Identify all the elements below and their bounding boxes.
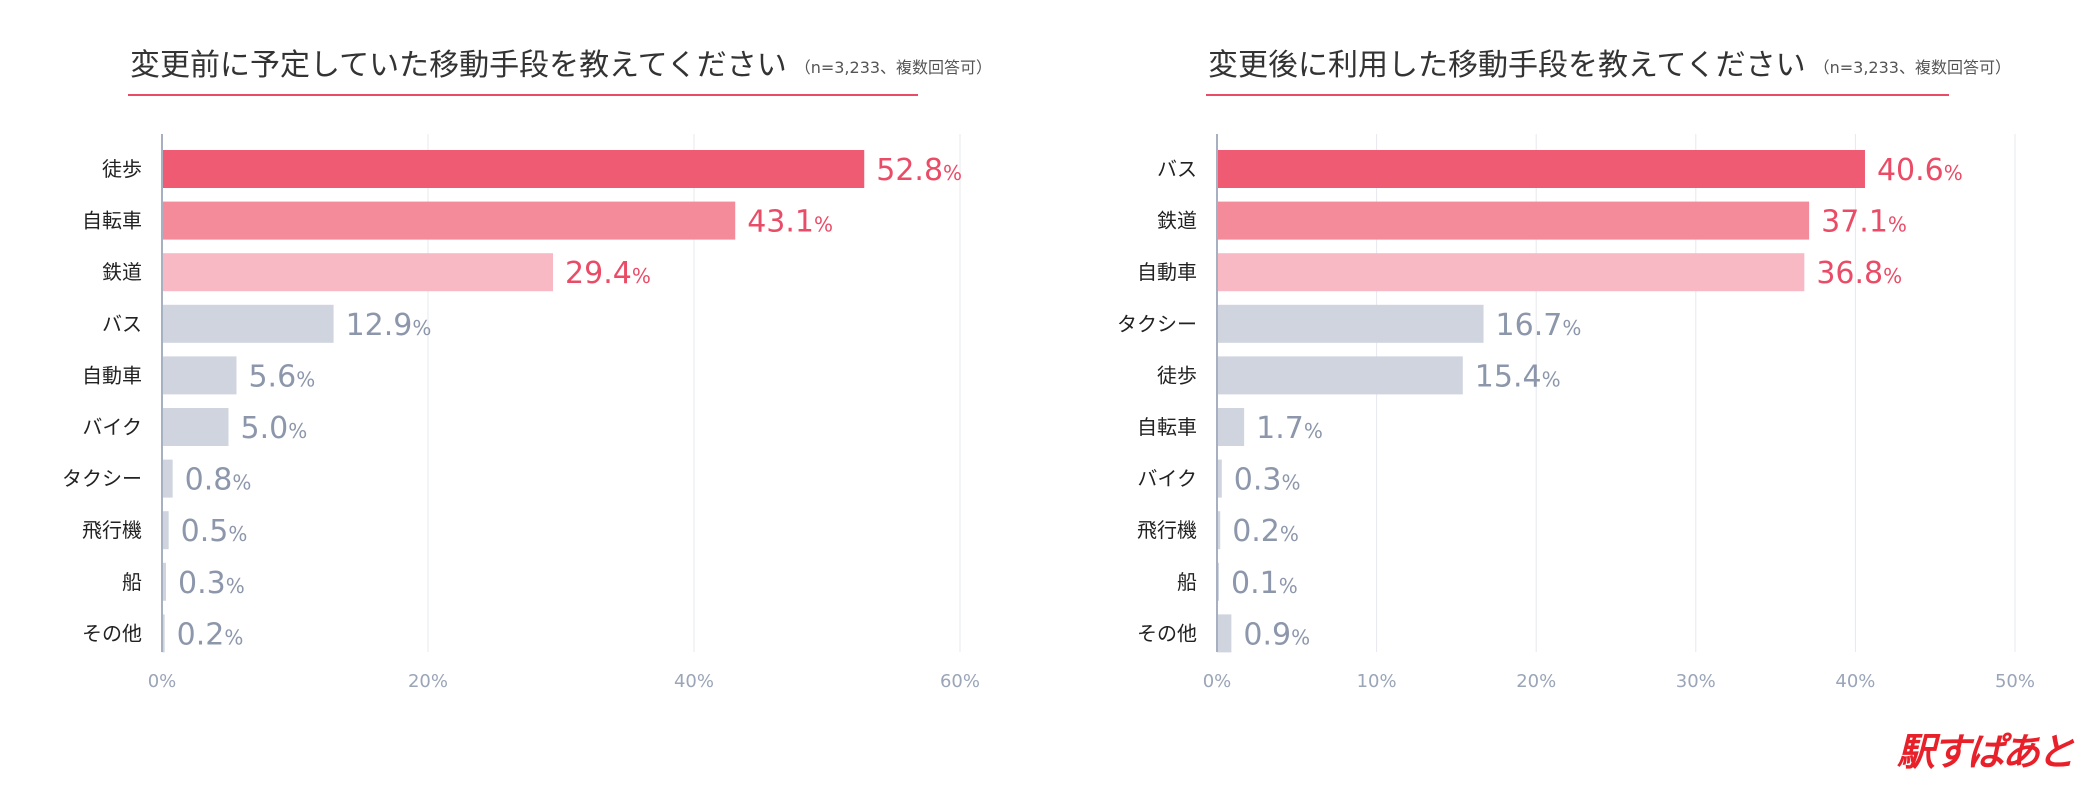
value-unit: %: [1888, 213, 1907, 237]
value-unit: %: [1282, 471, 1301, 495]
value-unit: %: [943, 161, 962, 185]
category-label: その他: [82, 621, 142, 645]
value-unit: %: [232, 471, 251, 495]
value-unit: %: [296, 367, 315, 391]
value-label: 16.7%: [1496, 308, 1582, 343]
value-label: 52.8%: [876, 153, 962, 188]
category-label: 船: [1177, 570, 1197, 594]
category-label: 自動車: [82, 363, 142, 387]
value-unit: %: [1304, 419, 1323, 443]
value-label: 40.6%: [1877, 153, 1963, 188]
bar: [1217, 459, 1222, 498]
value-label: 29.4%: [565, 256, 651, 291]
value-label: 43.1%: [747, 205, 833, 240]
value-label: 12.9%: [346, 308, 432, 343]
value-label: 5.0%: [241, 411, 308, 446]
category-label: タクシー: [1117, 312, 1197, 336]
value-label: 0.1%: [1231, 566, 1298, 601]
value-unit: %: [1280, 522, 1299, 546]
bar: [162, 201, 736, 240]
bar: [1217, 408, 1245, 446]
x-tick-label: 30%: [1676, 671, 1716, 692]
chart-panel-2: 変更後に利用した移動手段を教えてください （n=3,233、複数回答可） 0% 10%…: [1117, 48, 2035, 692]
bar: [1217, 356, 1463, 395]
x-tick-label: 50%: [1995, 671, 2035, 692]
category-label: 飛行機: [82, 518, 142, 542]
bar: [1217, 304, 1484, 343]
bar: [162, 253, 554, 292]
x-tick-label: 40%: [674, 671, 714, 692]
value-label: 0.5%: [181, 514, 248, 549]
value-unit: %: [814, 213, 833, 237]
category-label: 徒歩: [1157, 363, 1197, 387]
value-label: 0.3%: [1234, 463, 1301, 498]
value-unit: %: [632, 264, 651, 288]
chart-title: 変更後に利用した移動手段を教えてください: [1208, 48, 1806, 83]
value-unit: %: [1279, 574, 1298, 598]
x-tick-label: 60%: [940, 671, 980, 692]
value-label: 15.4%: [1475, 359, 1561, 394]
bar: [162, 408, 229, 446]
value-unit: %: [1883, 264, 1902, 288]
value-unit: %: [1562, 316, 1581, 340]
bar: [162, 614, 165, 653]
value-unit: %: [1542, 367, 1561, 391]
category-label: バス: [1157, 157, 1197, 181]
category-label: 船: [122, 570, 142, 594]
chart-subtitle: （n=3,233、複数回答可）: [1814, 58, 2011, 77]
category-label: バス: [102, 312, 142, 336]
value-unit: %: [226, 574, 245, 598]
category-label: バイク: [1137, 467, 1197, 491]
value-label: 37.1%: [1821, 205, 1907, 240]
bar: [162, 150, 865, 188]
x-tick-label: 0%: [148, 671, 177, 692]
bar: [162, 459, 173, 498]
bar: [162, 356, 237, 395]
x-tick-label: 20%: [408, 671, 448, 692]
bar: [162, 511, 169, 550]
bar: [1217, 253, 1805, 292]
x-tick-label: 40%: [1835, 671, 1875, 692]
bar: [162, 304, 334, 343]
bar: [1217, 511, 1221, 550]
value-label: 0.2%: [1232, 514, 1299, 549]
value-label: 0.2%: [177, 617, 244, 652]
ekispert-logo: 駅すぱあと: [1896, 730, 2075, 774]
category-label: その他: [1137, 621, 1197, 645]
category-label: 飛行機: [1137, 518, 1197, 542]
category-label: 鉄道: [102, 260, 142, 284]
bar: [1217, 201, 1810, 240]
value-unit: %: [288, 419, 307, 443]
x-tick-label: 10%: [1357, 671, 1397, 692]
value-unit: %: [224, 625, 243, 649]
value-unit: %: [1944, 161, 1963, 185]
value-unit: %: [412, 316, 431, 340]
chart-subtitle: （n=3,233、複数回答可）: [795, 58, 992, 77]
x-tick-label: 0%: [1203, 671, 1232, 692]
value-label: 1.7%: [1256, 411, 1323, 446]
category-label: 自転車: [1137, 415, 1197, 439]
value-label: 0.3%: [178, 566, 245, 601]
value-label: 5.6%: [248, 359, 315, 394]
category-label: バイク: [82, 415, 142, 439]
category-label: 鉄道: [1157, 209, 1197, 233]
bar: [1217, 150, 1865, 188]
category-label: 自転車: [82, 209, 142, 233]
bar: [162, 562, 166, 601]
value-label: 0.9%: [1243, 617, 1310, 652]
bar: [1217, 614, 1232, 653]
value-label: 0.8%: [185, 463, 252, 498]
chart-title: 変更前に予定していた移動手段を教えてください: [130, 48, 787, 83]
value-unit: %: [228, 522, 247, 546]
category-label: 徒歩: [102, 157, 142, 181]
chart-panel-1: 変更前に予定していた移動手段を教えてください （n=3,233、複数回答可） 0% 2…: [62, 48, 992, 692]
category-label: 自動車: [1137, 260, 1197, 284]
category-label: タクシー: [62, 467, 142, 491]
value-label: 36.8%: [1816, 256, 1902, 291]
value-unit: %: [1291, 625, 1310, 649]
x-tick-label: 20%: [1516, 671, 1556, 692]
